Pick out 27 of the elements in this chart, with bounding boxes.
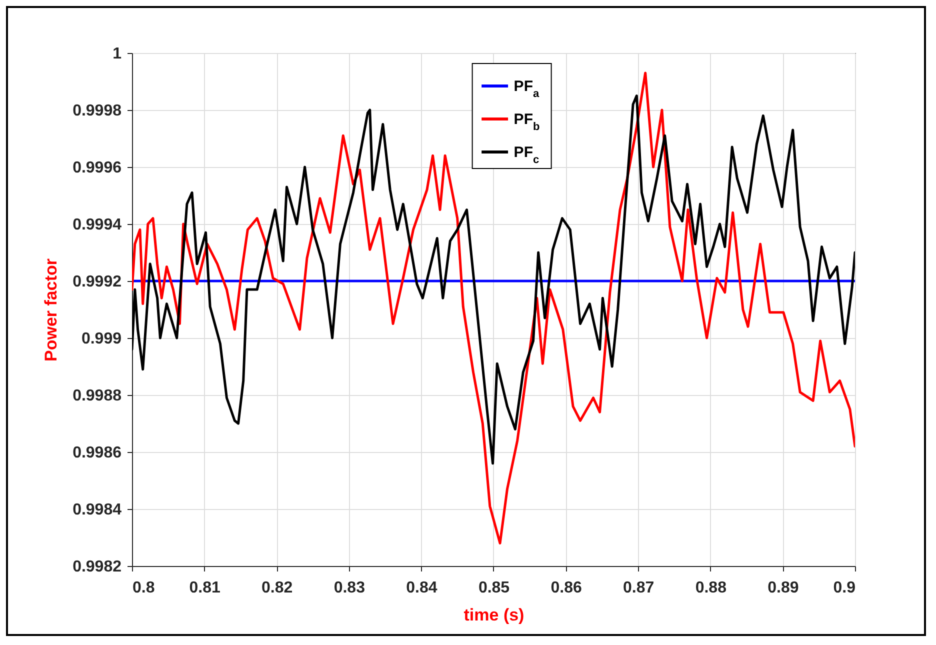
legend-label: PF$_{a}$ xyxy=(514,78,540,100)
x-tick-label: 0.86 xyxy=(550,580,582,596)
legend-label: PF$_{c}$ xyxy=(514,144,540,166)
y-tick-label: 0.9994 xyxy=(72,216,122,234)
x-axis-title: time (s) xyxy=(464,606,524,624)
legend-label: PF$_{b}$ xyxy=(514,111,540,133)
y-tick-label: 0.9988 xyxy=(72,388,122,404)
x-tick-label: 0.9 xyxy=(833,580,856,596)
y-tick-label: 0.9998 xyxy=(72,102,122,120)
line-series xyxy=(132,72,855,544)
x-tick-label: 0.82 xyxy=(262,580,293,596)
x-tick-label: 0.88 xyxy=(695,580,727,596)
y-tick-label: 1 xyxy=(112,46,122,62)
y-tick-label: 0.9992 xyxy=(72,274,122,290)
y-tick-label: 0.9996 xyxy=(72,160,122,176)
y-tick-label: 0.9982 xyxy=(72,558,122,576)
x-tick-label: 0.87 xyxy=(623,580,654,596)
x-tick-label: 0.83 xyxy=(334,580,366,596)
x-tick-label: 0.8 xyxy=(132,580,155,596)
y-tick-label: 0.9984 xyxy=(72,502,122,518)
y-tick-label: 0.999 xyxy=(81,330,122,348)
x-tick-label: 0.81 xyxy=(189,580,220,596)
x-tick-label: 0.85 xyxy=(478,580,510,596)
y-tick-label: 0.9986 xyxy=(72,444,122,462)
x-tick-label: 0.84 xyxy=(406,580,438,596)
y-axis-title: Power factor xyxy=(42,258,61,362)
x-tick-label: 0.89 xyxy=(768,580,799,596)
